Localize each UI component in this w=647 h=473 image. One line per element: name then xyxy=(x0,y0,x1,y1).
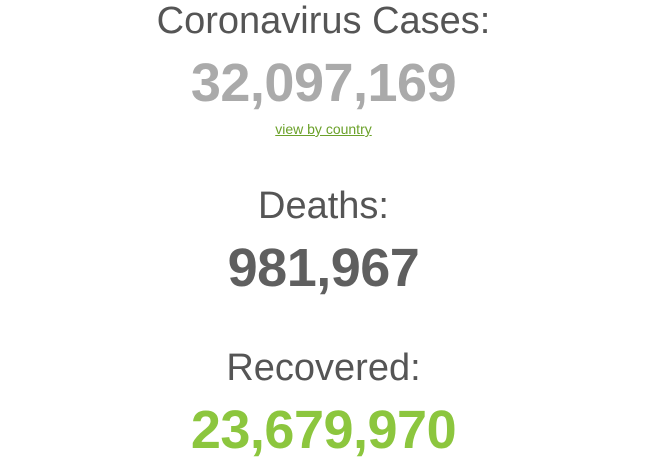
cases-value: 32,097,169 xyxy=(190,53,457,113)
cases-label: Coronavirus Cases: xyxy=(156,0,491,42)
counter-block-deaths: Deaths: 981,967 xyxy=(0,187,647,295)
recovered-value: 23,679,970 xyxy=(190,400,457,460)
counter-block-cases: Coronavirus Cases: 32,097,169 view by co… xyxy=(0,2,647,138)
deaths-label: Deaths: xyxy=(258,185,389,227)
deaths-value: 981,967 xyxy=(227,238,420,298)
recovered-label: Recovered: xyxy=(226,347,421,389)
view-by-country-link[interactable]: view by country xyxy=(275,121,372,137)
cases-link-container: view by country xyxy=(0,122,647,138)
counter-block-recovered: Recovered: 23,679,970 xyxy=(0,349,647,457)
